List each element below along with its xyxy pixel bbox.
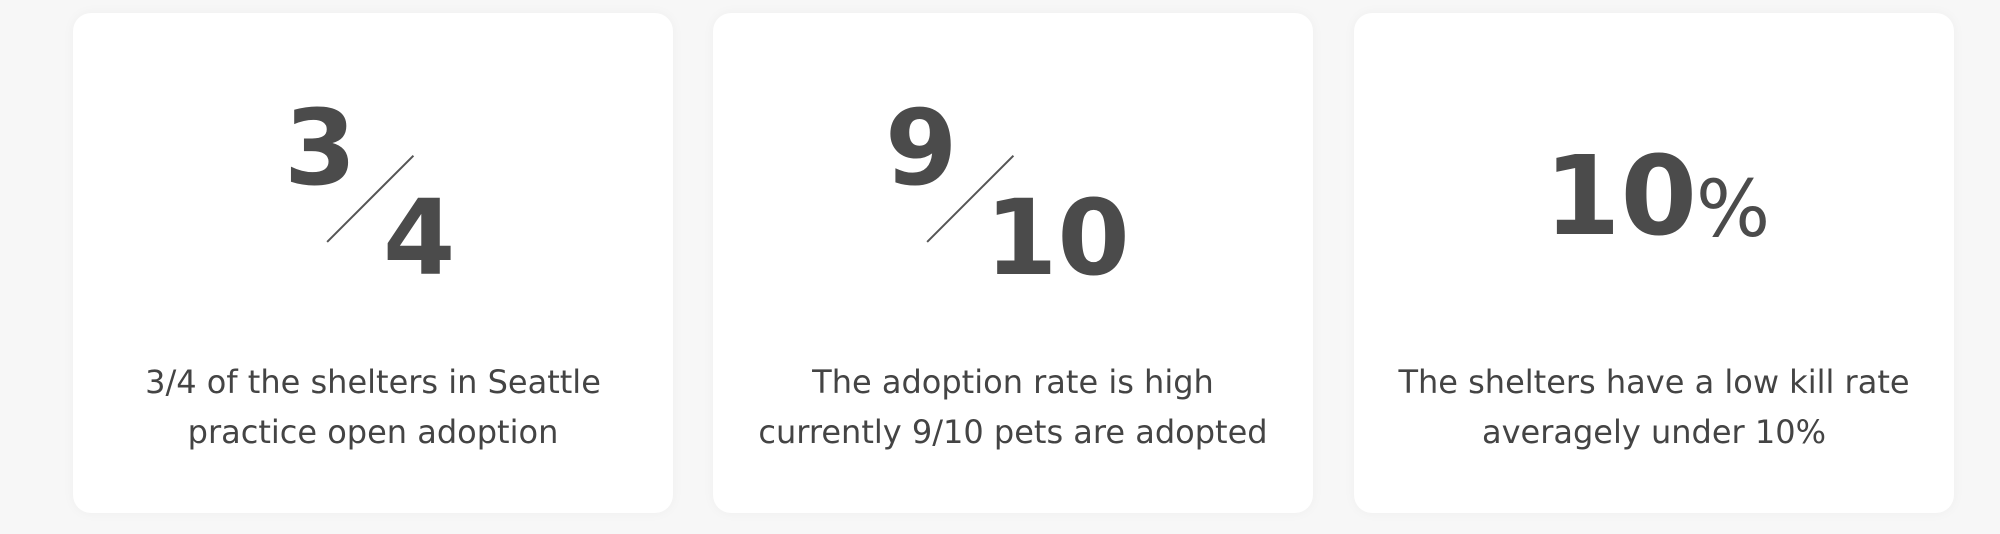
caption-line: averagely under 10%	[1481, 413, 1826, 451]
stat-caption: The adoption rate is high currently 9/10…	[733, 357, 1293, 457]
stat-card-open-adoption: 3 4 3/4 of the shelters in Seattle pract…	[73, 13, 673, 513]
fraction-denominator: 4	[383, 177, 456, 299]
fraction-numerator: 3	[284, 87, 357, 209]
fraction-denominator: 10	[985, 177, 1130, 299]
stat-card-kill-rate: 10 % The shelters have a low kill rate a…	[1354, 13, 1954, 513]
caption-line: practice open adoption	[187, 413, 559, 451]
caption-line: The adoption rate is high	[812, 363, 1214, 401]
stat-caption: The shelters have a low kill rate averag…	[1374, 357, 1934, 457]
caption-line: 3/4 of the shelters in Seattle	[145, 363, 601, 401]
caption-line: currently 9/10 pets are adopted	[758, 413, 1268, 451]
caption-line: The shelters have a low kill rate	[1398, 363, 1910, 401]
fraction-numerator: 9	[885, 87, 958, 209]
fraction-stat: 9 10	[713, 13, 1313, 313]
percent-value: 10	[1544, 132, 1698, 260]
percent-stat: 10 %	[1354, 13, 1954, 313]
stat-card-adoption-rate: 9 10 The adoption rate is high currently…	[713, 13, 1313, 513]
stat-caption: 3/4 of the shelters in Seattle practice …	[93, 357, 653, 457]
fraction-stat: 3 4	[73, 13, 673, 313]
percent-sign: %	[1696, 165, 1771, 255]
